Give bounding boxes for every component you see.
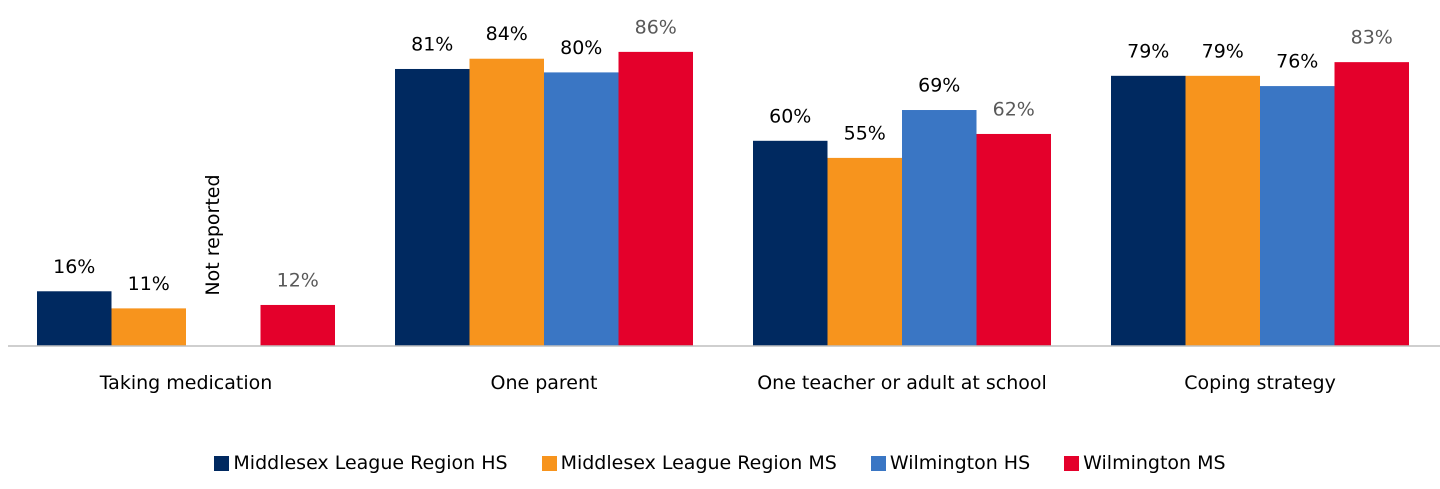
legend-label: Wilmington MS	[1083, 452, 1226, 474]
x-tick-label: Coping strategy	[1184, 372, 1336, 394]
legend-item: Middlesex League Region MS	[541, 452, 837, 474]
data-label: 11%	[128, 273, 170, 295]
data-label: 79%	[1202, 40, 1244, 62]
data-label: 80%	[560, 37, 602, 59]
legend-label: Wilmington HS	[889, 452, 1031, 474]
data-label: 81%	[411, 33, 453, 55]
bar	[111, 308, 186, 346]
x-tick-label: One teacher or adult at school	[757, 372, 1047, 394]
bar	[1185, 75, 1260, 346]
data-label: 16%	[53, 256, 95, 278]
data-label: 84%	[486, 23, 528, 45]
bar	[827, 157, 902, 346]
legend-item: Middlesex League Region HS	[214, 452, 508, 474]
data-label: 83%	[1351, 27, 1393, 49]
bar	[544, 72, 619, 347]
bar	[902, 110, 977, 347]
bar	[37, 291, 112, 346]
legend-swatch	[1064, 455, 1080, 471]
x-tick-label: Taking medication	[99, 372, 273, 394]
bar	[395, 68, 470, 346]
bar	[1111, 75, 1186, 346]
data-label: 69%	[918, 75, 960, 97]
bar	[469, 58, 544, 346]
legend-item: Wilmington HS	[870, 452, 1031, 474]
bar	[976, 133, 1051, 346]
data-label: 76%	[1276, 51, 1318, 73]
legend-item: Wilmington MS	[1064, 452, 1226, 474]
legend-label: Middlesex League Region HS	[233, 452, 508, 474]
legend-label: Middlesex League Region MS	[560, 452, 837, 474]
data-label: 55%	[844, 122, 886, 144]
legend-swatch	[870, 455, 886, 471]
data-label: 86%	[635, 16, 677, 38]
legend-swatch	[214, 455, 230, 471]
data-label: 79%	[1127, 40, 1169, 62]
x-tick-label: One parent	[490, 372, 598, 394]
bar	[753, 140, 828, 346]
data-label: 12%	[277, 269, 319, 291]
data-label: 60%	[769, 105, 811, 127]
legend: Middlesex League Region HS Middlesex Leag…	[0, 452, 1440, 474]
bar	[260, 304, 335, 346]
bar	[618, 51, 693, 346]
legend-swatch	[541, 455, 557, 471]
annotation: Not reported	[202, 174, 224, 295]
bar	[1334, 62, 1409, 346]
data-label: 62%	[993, 98, 1035, 120]
bar	[1260, 86, 1335, 346]
